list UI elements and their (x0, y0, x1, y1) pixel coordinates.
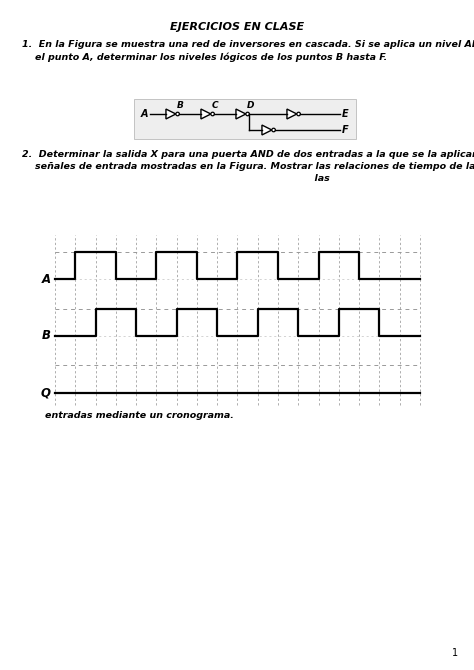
Text: entradas mediante un cronograma.: entradas mediante un cronograma. (45, 411, 234, 420)
Polygon shape (236, 109, 246, 119)
Text: A: A (140, 109, 148, 119)
Polygon shape (287, 109, 297, 119)
Text: B: B (177, 101, 184, 110)
Text: D: D (246, 101, 254, 110)
Text: las: las (22, 174, 330, 183)
Circle shape (272, 128, 275, 132)
Text: C: C (212, 101, 219, 110)
Text: A: A (42, 273, 51, 285)
Text: Q: Q (41, 386, 51, 399)
FancyBboxPatch shape (134, 99, 356, 139)
Circle shape (211, 113, 214, 116)
Text: E: E (342, 109, 348, 119)
Circle shape (246, 113, 249, 116)
Polygon shape (201, 109, 211, 119)
Polygon shape (262, 125, 272, 135)
Circle shape (297, 113, 301, 116)
Text: 2.  Determinar la salida X para una puerta AND de dos entradas a la que se la ap: 2. Determinar la salida X para una puert… (22, 150, 474, 159)
Polygon shape (166, 109, 176, 119)
Circle shape (176, 113, 179, 116)
Text: señales de entrada mostradas en la Figura. Mostrar las relaciones de tiempo de l: señales de entrada mostradas en la Figur… (22, 162, 474, 171)
Text: EJERCICIOS EN CLASE: EJERCICIOS EN CLASE (170, 22, 304, 32)
Text: 1: 1 (452, 648, 458, 658)
Text: 1.  En la Figura se muestra una red de inversores en cascada. Si se aplica un ni: 1. En la Figura se muestra una red de in… (22, 40, 474, 49)
Text: el punto A, determinar los niveles lógicos de los puntos B hasta F.: el punto A, determinar los niveles lógic… (22, 52, 387, 62)
Text: B: B (42, 330, 51, 342)
Text: F: F (342, 125, 348, 135)
